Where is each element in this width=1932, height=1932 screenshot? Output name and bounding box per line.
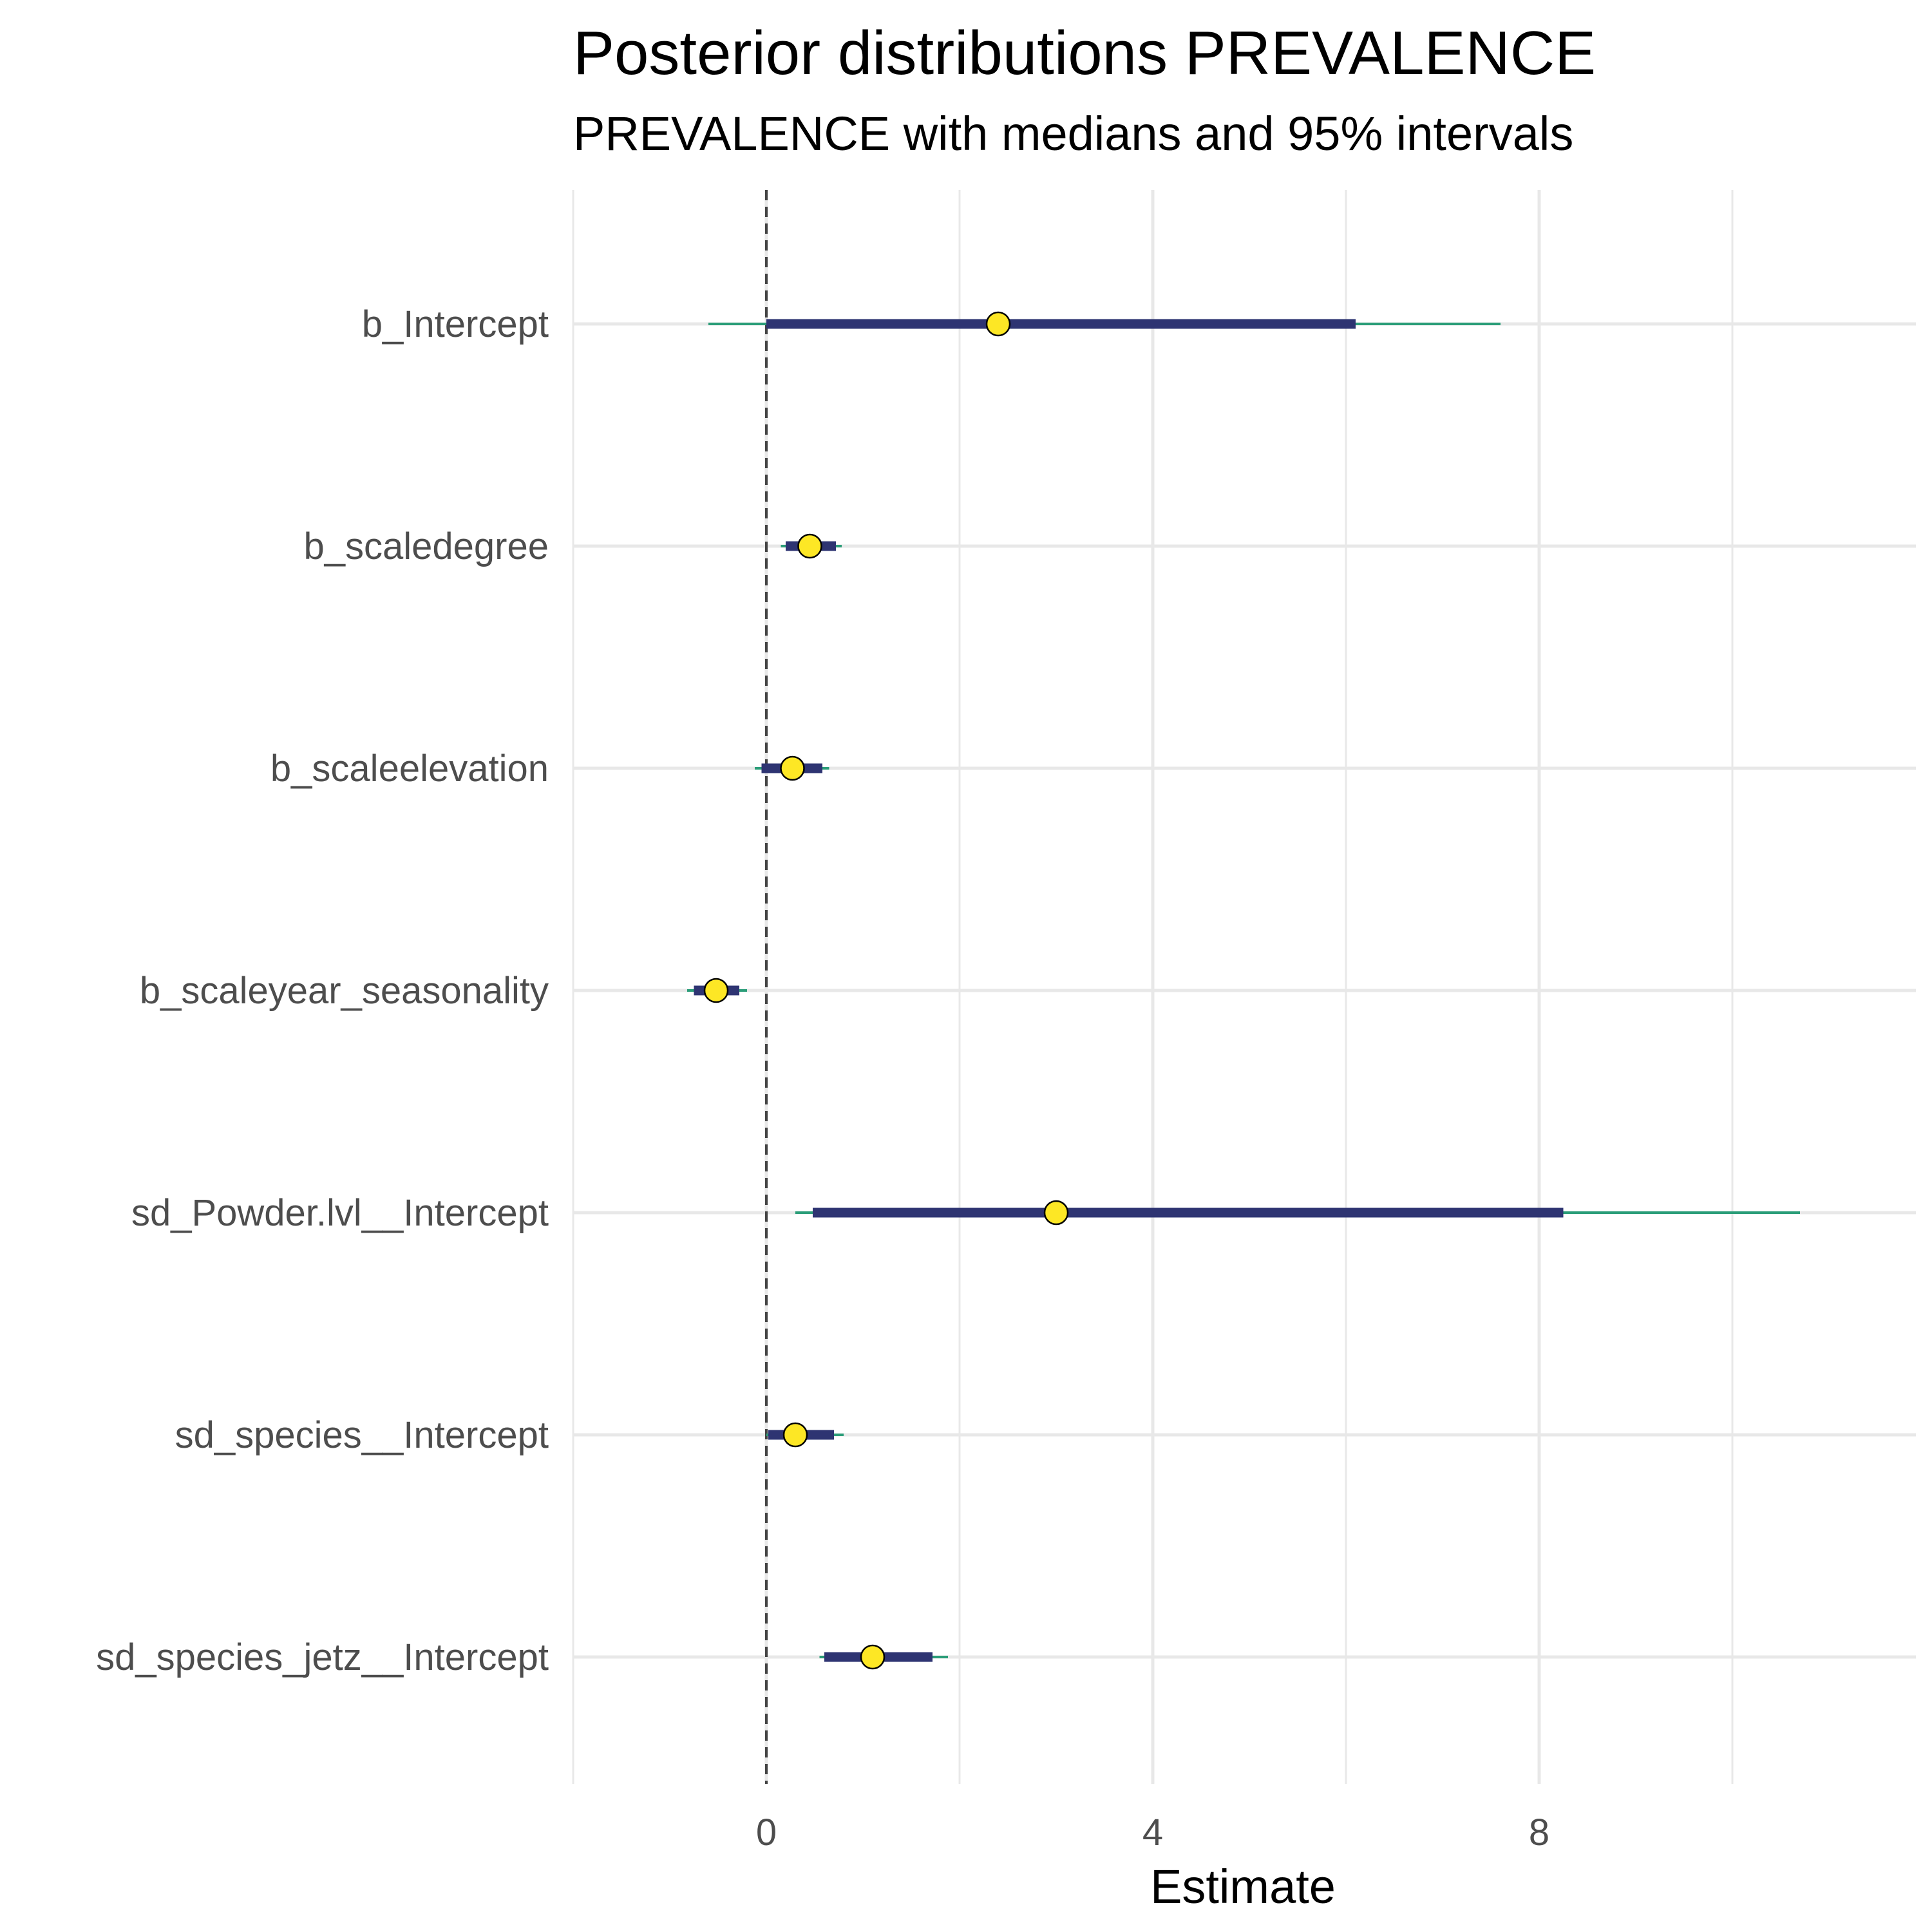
- y-tick-label: b_scaleyear_seasonality: [140, 970, 549, 1012]
- median-point: [797, 533, 822, 559]
- median-point: [780, 755, 805, 781]
- y-tick-label: b_scaleelevation: [270, 748, 549, 790]
- y-tick-label: sd_Powder.lvl__Intercept: [131, 1192, 549, 1234]
- y-tick-label: b_scaledegree: [303, 526, 549, 567]
- chart-subtitle: PREVALENCE with medians and 95% interval…: [573, 107, 1573, 160]
- median-point: [782, 1422, 808, 1448]
- y-tick-label: b_Intercept: [362, 303, 549, 345]
- y-tick-label: sd_species__Intercept: [175, 1414, 549, 1456]
- x-tick-label: 8: [1529, 1812, 1549, 1853]
- x-axis-title: Estimate: [1150, 1860, 1336, 1913]
- median-point: [860, 1644, 886, 1670]
- grid-layer: [572, 190, 1916, 1784]
- label-layer: 0 4 8 b_Intercept b_scaledegree b_scaleelevat…: [96, 303, 1549, 1853]
- median-point: [1043, 1200, 1069, 1226]
- x-tick-label: 4: [1142, 1812, 1163, 1853]
- y-tick-label: sd_species_jetz__Intercept: [96, 1636, 549, 1678]
- interval-layer: [687, 311, 1800, 1670]
- median-point: [985, 311, 1011, 337]
- chart-title: Posterior distributions PREVALENCE: [573, 19, 1596, 88]
- median-point: [703, 978, 729, 1003]
- x-tick-label: 0: [756, 1812, 777, 1853]
